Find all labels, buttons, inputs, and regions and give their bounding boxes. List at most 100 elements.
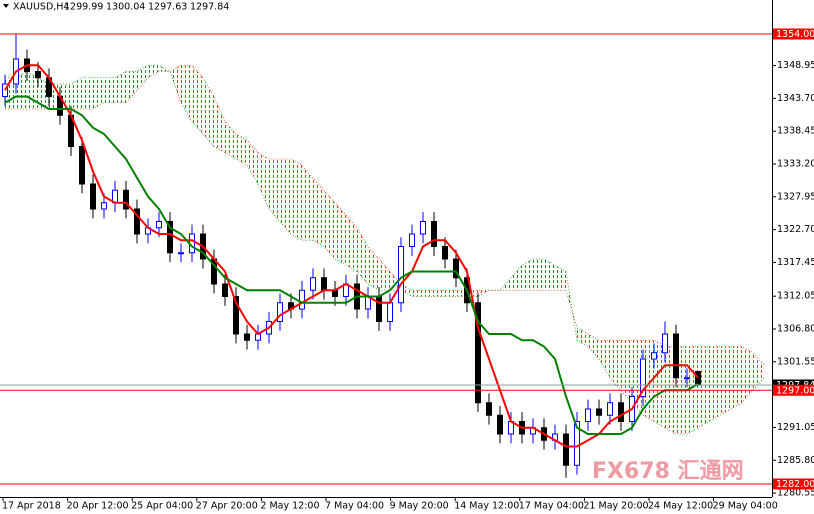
- candle-body: [453, 258, 459, 279]
- cloud-fill: [104, 77, 115, 103]
- cloud-fill: [731, 346, 742, 409]
- cloud-fill: [434, 290, 445, 297]
- cloud-fill: [621, 340, 632, 403]
- x-tick-label: 21 May 20:00: [583, 501, 648, 512]
- y-tick-label: 1291.05: [777, 422, 814, 433]
- candle-body: [310, 277, 316, 291]
- x-tick-label: 9 May 20:00: [390, 501, 449, 512]
- x-tick-label: 24 May 12:00: [648, 501, 713, 512]
- cloud-fill: [357, 227, 368, 284]
- level-label: 1282.00: [776, 479, 814, 490]
- cloud-fill: [511, 265, 522, 291]
- candle-body: [431, 221, 437, 247]
- candle-body: [178, 252, 184, 255]
- cloud-fill: [555, 265, 566, 291]
- candle-body: [607, 402, 613, 416]
- y-tick-label: 1317.45: [777, 257, 814, 268]
- candle-body: [101, 202, 107, 210]
- cloud-fill: [148, 65, 159, 78]
- cloud-fill: [247, 140, 258, 184]
- candle-body: [640, 358, 646, 397]
- cloud-fill: [181, 65, 192, 122]
- x-tick-label: 17 Apr 2018: [2, 501, 61, 512]
- indicator-line: [4, 95, 699, 435]
- cloud-fill: [599, 340, 610, 378]
- candle-body: [651, 352, 657, 360]
- y-tick-label: 1301.55: [777, 356, 814, 367]
- y-tick-label: 1348.95: [777, 60, 814, 71]
- level-label: 1354.00: [776, 29, 814, 40]
- plot: [2, 34, 701, 478]
- y-tick-label: 1306.80: [777, 324, 814, 335]
- y-tick-label: 1322.70: [777, 224, 814, 235]
- level-label-box: [773, 478, 814, 490]
- candle-body: [398, 246, 404, 304]
- cloud-fill: [654, 340, 665, 428]
- cloud-fill: [720, 346, 731, 416]
- cloud-fill: [709, 346, 720, 422]
- cloud-fill: [423, 290, 434, 297]
- x-tick-label: 25 Apr 04:00: [131, 501, 193, 512]
- cloud-fill: [698, 346, 709, 428]
- candle-body: [35, 71, 41, 79]
- cloud-fill: [115, 71, 126, 103]
- cloud-fill: [126, 71, 137, 103]
- cloud-fill: [313, 177, 324, 247]
- candle-body: [299, 289, 305, 310]
- candle-body: [376, 296, 382, 322]
- cloud-edge: [5, 64, 765, 435]
- ohlc-close: 1297.84: [190, 2, 229, 13]
- y-tick-label: 1280.55: [777, 488, 814, 499]
- y-tick-label: 1338.45: [777, 126, 814, 137]
- level-label-box: [773, 384, 814, 396]
- cloud-fill: [159, 65, 170, 72]
- candle-body: [167, 221, 173, 254]
- cloud-fill: [368, 246, 379, 291]
- cloud-fill: [412, 290, 423, 297]
- cloud-fill: [445, 290, 456, 297]
- candle-body: [90, 183, 96, 210]
- cloud-fill: [324, 190, 335, 259]
- x-tick-label: 17 May 04:00: [519, 501, 584, 512]
- cloud-fill: [93, 77, 104, 109]
- cloud-fill: [71, 77, 82, 109]
- y-tick-label: 1343.70: [777, 93, 814, 104]
- candle-body: [321, 277, 327, 291]
- candle-body: [134, 208, 140, 235]
- y-tick-label: 1333.20: [777, 159, 814, 170]
- candle-body: [695, 371, 701, 386]
- y-tick-label: 1312.05: [777, 291, 814, 302]
- cloud-fill: [137, 65, 148, 91]
- candle-body: [244, 333, 250, 341]
- candle-body: [574, 421, 580, 466]
- x-tick-label: 14 May 12:00: [454, 501, 519, 512]
- candle-body: [486, 402, 492, 416]
- cloud-fill: [203, 77, 214, 147]
- cloud-fill: [258, 152, 269, 209]
- candle-body: [662, 333, 668, 354]
- x-tick-label: 20 Apr 12:00: [67, 501, 129, 512]
- cloud-fill: [27, 71, 38, 109]
- candle-body: [233, 296, 239, 335]
- candle-body: [277, 302, 283, 322]
- level-label-box: [773, 28, 814, 40]
- candle-body: [673, 333, 679, 379]
- cloud-fill: [742, 346, 753, 403]
- cloud-fill: [346, 215, 357, 272]
- x-tick-label: 2 May 12:00: [260, 501, 319, 512]
- candle-body: [123, 189, 129, 210]
- ohlc-high: 1300.04: [106, 2, 145, 13]
- candle-body: [387, 302, 393, 322]
- candle-body: [684, 377, 690, 380]
- cloud-fill: [236, 134, 247, 166]
- x-tick-label: 29 May 04:00: [713, 501, 778, 512]
- level-label: 1297.00: [776, 385, 814, 396]
- y-tick-label: 1285.80: [777, 455, 814, 466]
- candle-body: [475, 302, 481, 404]
- cloud-fill: [478, 290, 489, 297]
- menu-arrow[interactable]: [3, 4, 9, 8]
- x-tick-label: 27 Apr 20:00: [196, 501, 258, 512]
- candle-body: [596, 408, 602, 416]
- price-axis-bg: [773, 0, 814, 514]
- candle-body: [222, 283, 228, 297]
